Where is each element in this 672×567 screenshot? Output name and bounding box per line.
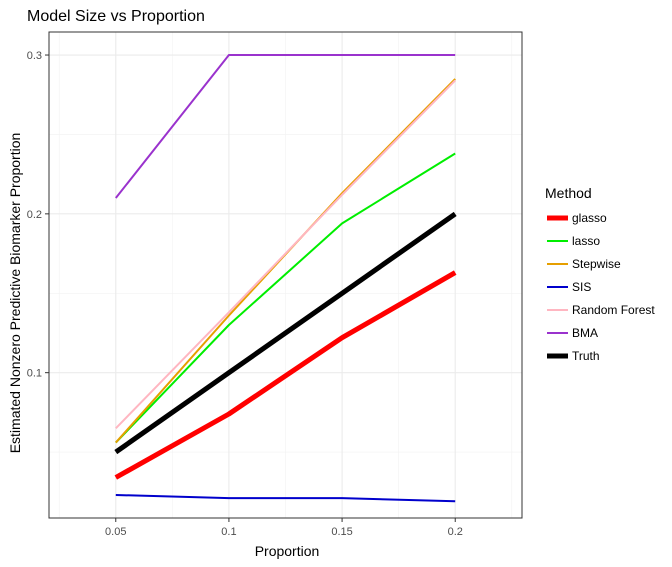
series-line-lasso bbox=[115, 152, 456, 444]
legend-label: glasso bbox=[572, 211, 607, 225]
x-axis-title: Proportion bbox=[255, 543, 320, 559]
series-line-random-forest bbox=[115, 79, 456, 429]
y-axis-title: Estimated Nonzero Predictive Biomarker P… bbox=[7, 133, 23, 454]
legend-label: BMA bbox=[572, 326, 598, 340]
x-tick-label: 0.1 bbox=[221, 526, 236, 538]
legend: Method glasso lasso Stepwise SIS Random Fore… bbox=[545, 185, 655, 363]
series-lines bbox=[114, 54, 457, 503]
series-line-sis bbox=[115, 494, 456, 503]
legend-title: Method bbox=[545, 185, 592, 201]
y-axis: 0.1 0.2 0.3 bbox=[27, 50, 49, 380]
y-tick-label: 0.3 bbox=[27, 50, 42, 62]
legend-label: SIS bbox=[572, 280, 591, 294]
series-line-truth bbox=[114, 211, 457, 455]
x-tick-label: 0.05 bbox=[105, 526, 126, 538]
series-line-bma bbox=[115, 54, 456, 199]
y-tick-label: 0.2 bbox=[27, 209, 42, 221]
plot-border bbox=[48, 31, 523, 519]
x-axis: 0.05 0.1 0.15 0.2 bbox=[105, 518, 463, 538]
x-tick-label: 0.15 bbox=[331, 526, 352, 538]
chart-title: Model Size vs Proportion bbox=[27, 8, 205, 25]
legend-label: Random Forest bbox=[572, 303, 655, 317]
x-tick-label: 0.2 bbox=[448, 526, 463, 538]
series-line-glasso bbox=[114, 270, 457, 480]
legend-label: lasso bbox=[572, 234, 600, 248]
legend-label: Stepwise bbox=[572, 257, 621, 271]
y-tick-label: 0.1 bbox=[27, 368, 42, 380]
legend-label: Truth bbox=[572, 349, 600, 363]
